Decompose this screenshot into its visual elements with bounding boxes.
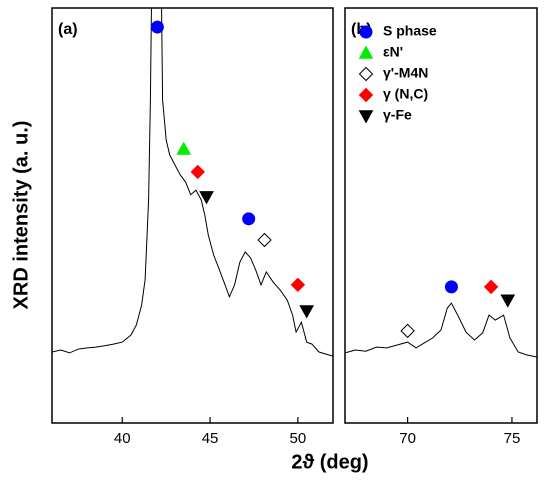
- x-tick-label: 50: [290, 430, 307, 447]
- marker: [290, 277, 306, 293]
- x-tick-label: 45: [202, 430, 219, 447]
- x-tick-label: 40: [114, 430, 131, 447]
- marker: [299, 305, 315, 319]
- marker: [150, 20, 164, 34]
- plot-frame: [51, 7, 334, 424]
- xrd-curve: [52, 8, 333, 357]
- marker: [358, 87, 374, 103]
- legend-label: S phase: [383, 23, 437, 39]
- marker: [358, 45, 374, 59]
- marker: [359, 25, 373, 39]
- marker: [199, 191, 214, 205]
- x-tick-label: 75: [504, 430, 521, 447]
- x-axis-label: 2ϑ (deg): [291, 451, 368, 473]
- legend-label: γ-Fe: [383, 107, 412, 123]
- marker: [176, 141, 192, 155]
- marker: [257, 232, 272, 248]
- marker: [500, 294, 516, 308]
- marker: [358, 110, 374, 124]
- panel-label: (a): [58, 21, 78, 38]
- marker: [242, 212, 256, 226]
- marker: [483, 279, 499, 295]
- marker: [358, 66, 374, 82]
- plot-area: [52, 8, 333, 357]
- y-axis-label: XRD intensity (a. u.): [10, 121, 32, 310]
- legend-label: γ (N,C): [383, 86, 428, 102]
- marker: [400, 323, 415, 339]
- legend-label: γ'-M4N: [383, 65, 428, 81]
- plot-area: [345, 279, 537, 358]
- legend-label: εN': [383, 44, 403, 60]
- marker: [190, 164, 205, 180]
- marker: [444, 280, 458, 294]
- xrd-curve: [345, 302, 537, 358]
- x-tick-label: 70: [399, 430, 416, 447]
- plot-frame: [344, 7, 538, 424]
